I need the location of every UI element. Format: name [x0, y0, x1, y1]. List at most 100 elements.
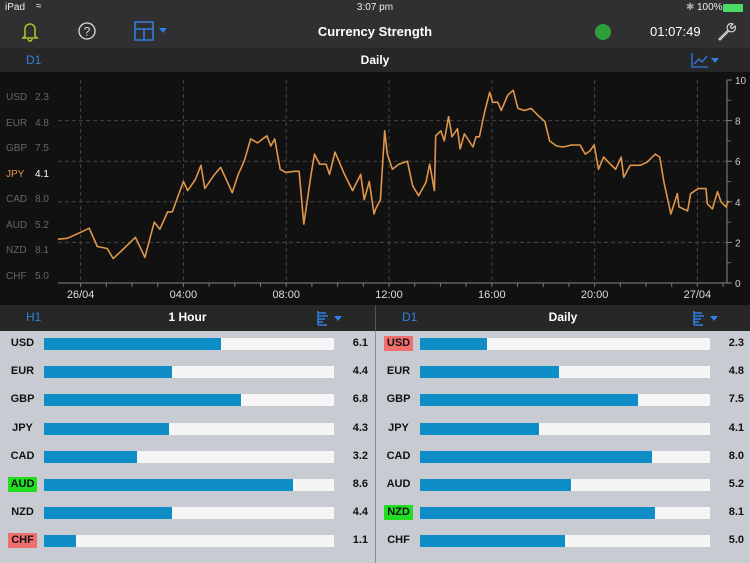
help-icon[interactable]: ?	[75, 19, 99, 43]
strength-value: 8.0	[728, 449, 744, 462]
layout-icon[interactable]	[132, 19, 172, 43]
legend-currency: AUD	[6, 219, 28, 231]
strength-bar	[420, 422, 710, 435]
chart-timeframe-code[interactable]: D1	[26, 53, 42, 67]
legend-item[interactable]: JPY 4.1	[6, 168, 49, 180]
strength-value: 4.4	[352, 365, 368, 378]
panel-timeframe-code[interactable]: D1	[402, 310, 418, 324]
strength-panel: USD 6.1 EUR 4.4 GBP 6.8 JPY 4.3 CAD 3.2 AUD 8…	[0, 331, 375, 563]
strength-bar	[44, 338, 334, 350]
battery-percent: 100%	[697, 2, 723, 13]
strength-bar	[420, 535, 710, 548]
legend-item[interactable]: USD 2.3	[6, 92, 49, 103]
strength-bar-fill	[44, 366, 172, 379]
sort-dropdown-icon[interactable]	[692, 310, 724, 326]
wrench-icon[interactable]	[714, 19, 738, 43]
legend-item[interactable]: AUD 5.2	[6, 219, 49, 231]
legend-value: 5.2	[35, 219, 49, 231]
y-tick-label: 6	[735, 157, 741, 168]
panel-timeframe-code[interactable]: H1	[26, 310, 42, 324]
strength-value: 7.5	[728, 393, 744, 406]
strength-value: 4.3	[352, 421, 368, 434]
svg-text:?: ?	[84, 25, 91, 39]
legend-currency: JPY	[6, 168, 25, 180]
y-tick-label: 8	[735, 117, 741, 128]
legend-currency: GBP	[6, 143, 28, 154]
currency-label: EUR	[386, 365, 411, 378]
legend-currency: CAD	[6, 194, 28, 205]
strength-row: CAD 3.2	[0, 447, 375, 467]
strength-row: EUR 4.4	[0, 362, 375, 382]
currency-label: CHF	[387, 534, 410, 547]
chart-header: D1 Daily	[0, 48, 750, 72]
strength-bar-fill	[44, 338, 221, 350]
strength-bar	[420, 450, 710, 463]
strength-value: 6.1	[352, 337, 368, 349]
strength-value: 5.2	[728, 478, 744, 490]
strength-bar-fill	[44, 394, 242, 407]
strength-bar	[420, 338, 710, 350]
currency-label: NZD	[384, 505, 413, 521]
strength-value: 4.4	[352, 506, 368, 519]
strength-value: 4.8	[728, 365, 744, 378]
legend-item[interactable]: NZD 8.1	[6, 245, 49, 256]
sort-dropdown-icon[interactable]	[316, 310, 348, 326]
bell-icon[interactable]	[18, 19, 42, 43]
strength-bar-fill	[44, 535, 76, 548]
legend-item[interactable]: EUR 4.8	[6, 117, 49, 129]
strength-value: 6.8	[352, 393, 368, 406]
legend-currency: EUR	[6, 117, 28, 129]
strength-row: JPY 4.1	[376, 419, 750, 439]
jpy-strength-line	[57, 89, 730, 260]
countdown-clock: 01:07:49	[650, 24, 701, 39]
status-time: 3:07 pm	[356, 2, 394, 13]
legend-currency: NZD	[6, 245, 27, 256]
strength-chart: 0 2 4 6 8 10 26/04 04:00 08:00 12:00 16:00 20:00 27/…	[0, 72, 750, 305]
device-label: iPad	[5, 2, 26, 13]
legend-item[interactable]: CHF 5.0	[6, 270, 49, 282]
panel-header: D1 Daily	[375, 305, 750, 331]
strength-row: NZD 8.1	[376, 503, 750, 523]
strength-bar-fill	[420, 479, 571, 491]
x-tick-label: 16:00	[478, 289, 506, 301]
legend-item[interactable]: GBP 7.5	[6, 143, 49, 154]
legend-value: 8.1	[35, 245, 49, 256]
strength-row: USD 2.3	[376, 334, 750, 354]
chart-type-dropdown-icon[interactable]	[690, 51, 726, 69]
currency-label: AUD	[386, 478, 411, 490]
panel-timeframe-label: 1 Hour	[168, 310, 207, 324]
currency-label: GBP	[10, 393, 35, 406]
strength-bar	[44, 394, 334, 407]
strength-bar-fill	[44, 507, 172, 520]
strength-bar-fill	[420, 394, 638, 407]
strength-bar-fill	[420, 366, 560, 379]
strength-row: USD 6.1	[0, 334, 375, 354]
currency-label: CAD	[386, 449, 411, 462]
strength-row: AUD 5.2	[376, 475, 750, 495]
currency-label: GBP	[386, 393, 411, 406]
strength-row: EUR 4.8	[376, 362, 750, 382]
legend-value: 8.0	[35, 194, 49, 205]
strength-bar	[420, 507, 710, 520]
legend-item[interactable]: CAD 8.0	[6, 194, 49, 205]
y-tick-label: 10	[735, 76, 747, 87]
strength-row: JPY 4.3	[0, 419, 375, 439]
legend-currency: CHF	[6, 270, 27, 282]
strength-row: CHF 1.1	[0, 531, 375, 551]
strength-bar-fill	[420, 450, 652, 463]
strength-row: NZD 4.4	[0, 503, 375, 523]
strength-bar	[44, 535, 334, 548]
x-tick-label: 26/04	[67, 289, 95, 301]
y-tick-label: 4	[735, 198, 741, 209]
strength-value: 3.2	[352, 449, 368, 462]
strength-row: GBP 6.8	[0, 390, 375, 410]
strength-bar-fill	[44, 479, 294, 491]
strength-bar-fill	[44, 422, 169, 435]
strength-bar	[420, 366, 710, 379]
strength-value: 1.1	[352, 534, 368, 547]
legend-value: 2.3	[35, 92, 49, 103]
legend-value: 7.5	[35, 143, 49, 154]
strength-row: CAD 8.0	[376, 447, 750, 467]
currency-label: AUD	[8, 477, 37, 492]
strength-bar-fill	[44, 450, 137, 463]
